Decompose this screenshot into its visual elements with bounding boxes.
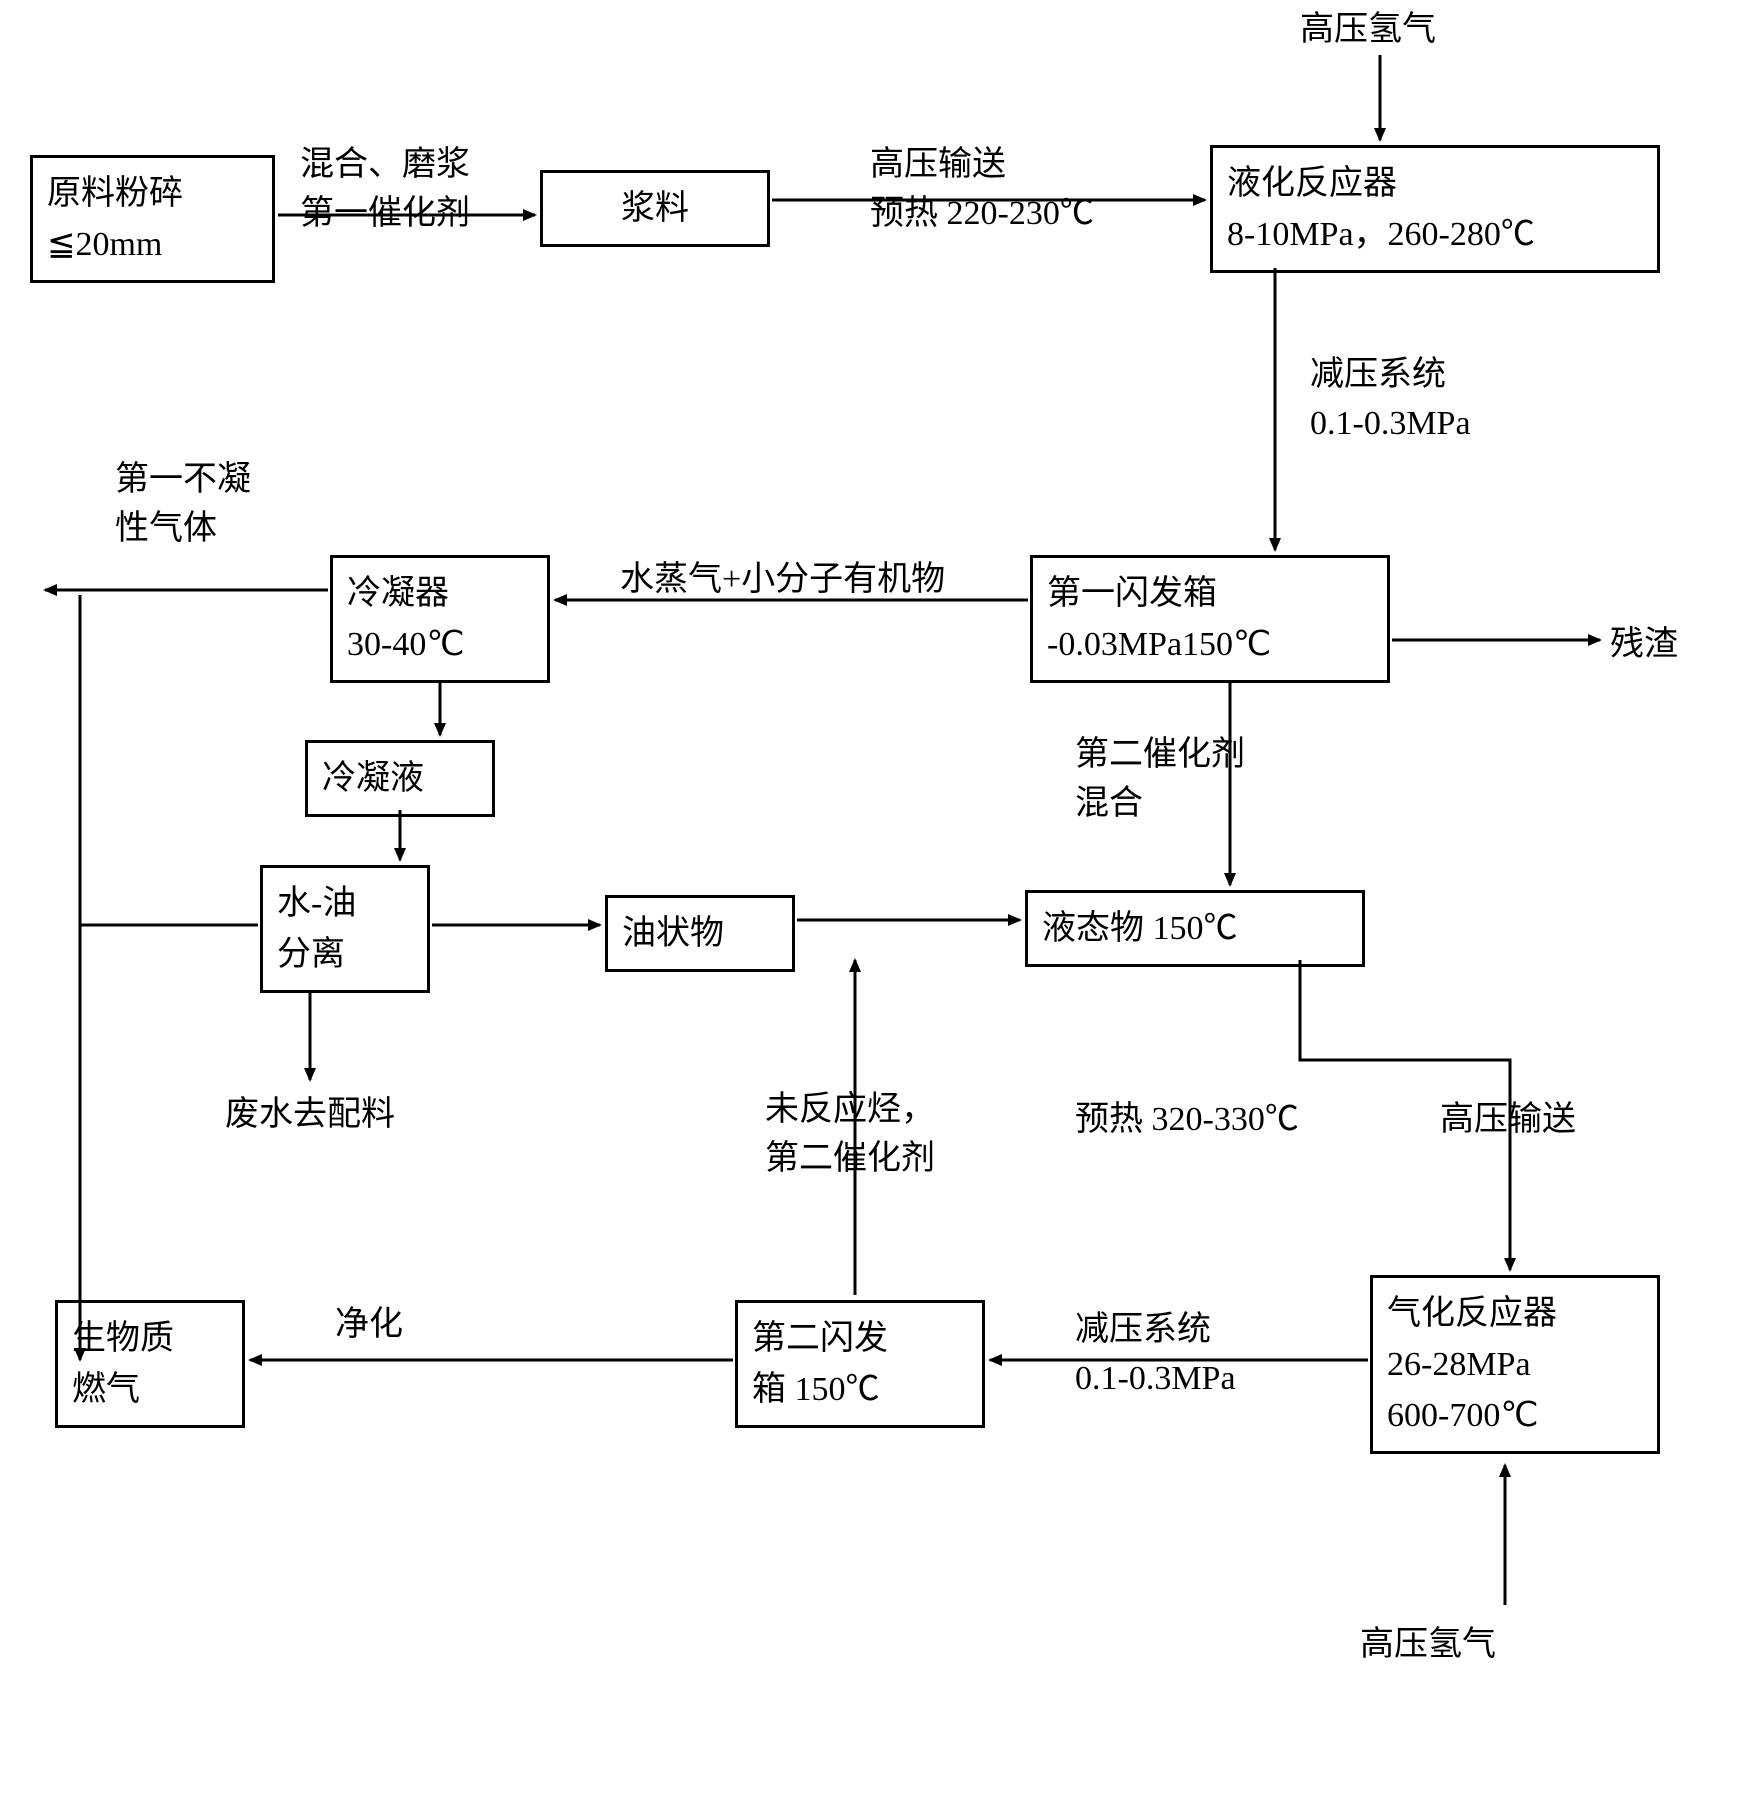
- text: 冷凝液: [322, 753, 478, 804]
- text: 第二闪发: [752, 1313, 968, 1364]
- text: 燃气: [72, 1364, 228, 1415]
- box-biofuel: 生物质 燃气: [55, 1300, 245, 1428]
- label-h2-bottom: 高压氢气: [1360, 1620, 1496, 1669]
- box-oily: 油状物: [605, 895, 795, 972]
- label-residue: 残渣: [1610, 620, 1678, 669]
- label-waste: 废水去配料: [225, 1090, 395, 1139]
- label-hp-send2: 高压输送: [1440, 1095, 1576, 1144]
- label-preheat2: 预热 320-330℃: [1075, 1095, 1299, 1144]
- box-condensate: 冷凝液: [305, 740, 495, 817]
- label-purify: 净化: [335, 1300, 403, 1349]
- text: 8-10MPa，260-280℃: [1227, 209, 1643, 260]
- box-crush: 原料粉碎 ≦20mm: [30, 155, 275, 283]
- text: 浆料: [557, 183, 753, 234]
- box-gasifier: 气化反应器 26-28MPa 600-700℃: [1370, 1275, 1660, 1454]
- label-noncond: 第一不凝 性气体: [115, 455, 251, 554]
- text: 30-40℃: [347, 619, 533, 670]
- text: 分离: [277, 929, 413, 980]
- box-sep: 水-油 分离: [260, 865, 430, 993]
- text: ≦20mm: [47, 219, 258, 270]
- text: 油状物: [622, 908, 778, 959]
- label-hp-preheat: 高压输送 预热 220-230℃: [870, 140, 1094, 239]
- text: 气化反应器: [1387, 1288, 1643, 1339]
- text: 600-700℃: [1387, 1390, 1643, 1441]
- label-unreact: 未反应烃， 第二催化剂: [765, 1085, 935, 1184]
- text: 冷凝器: [347, 568, 533, 619]
- label-vapor-org: 水蒸气+小分子有机物: [620, 555, 945, 604]
- box-flash1: 第一闪发箱 -0.03MPa150℃: [1030, 555, 1390, 683]
- box-liquefier: 液化反应器 8-10MPa，260-280℃: [1210, 145, 1660, 273]
- text: 箱 150℃: [752, 1364, 968, 1415]
- label-h2-top: 高压氢气: [1300, 5, 1436, 54]
- box-flash2: 第二闪发 箱 150℃: [735, 1300, 985, 1428]
- label-cat2-mix: 第二催化剂 混合: [1075, 730, 1245, 829]
- text: 原料粉碎: [47, 168, 258, 219]
- text: 26-28MPa: [1387, 1339, 1643, 1390]
- text: -0.03MPa150℃: [1047, 619, 1373, 670]
- text: 液态物 150℃: [1042, 903, 1348, 954]
- label-depress2: 减压系统 0.1-0.3MPa: [1075, 1305, 1236, 1404]
- text: 生物质: [72, 1313, 228, 1364]
- label-mix-cat1: 混合、磨浆 第一催化剂: [300, 140, 470, 239]
- box-condenser: 冷凝器 30-40℃: [330, 555, 550, 683]
- text: 水-油: [277, 878, 413, 929]
- label-depress1: 减压系统 0.1-0.3MPa: [1310, 350, 1471, 449]
- text: 液化反应器: [1227, 158, 1643, 209]
- box-slurry: 浆料: [540, 170, 770, 247]
- text: 第一闪发箱: [1047, 568, 1373, 619]
- box-liquid: 液态物 150℃: [1025, 890, 1365, 967]
